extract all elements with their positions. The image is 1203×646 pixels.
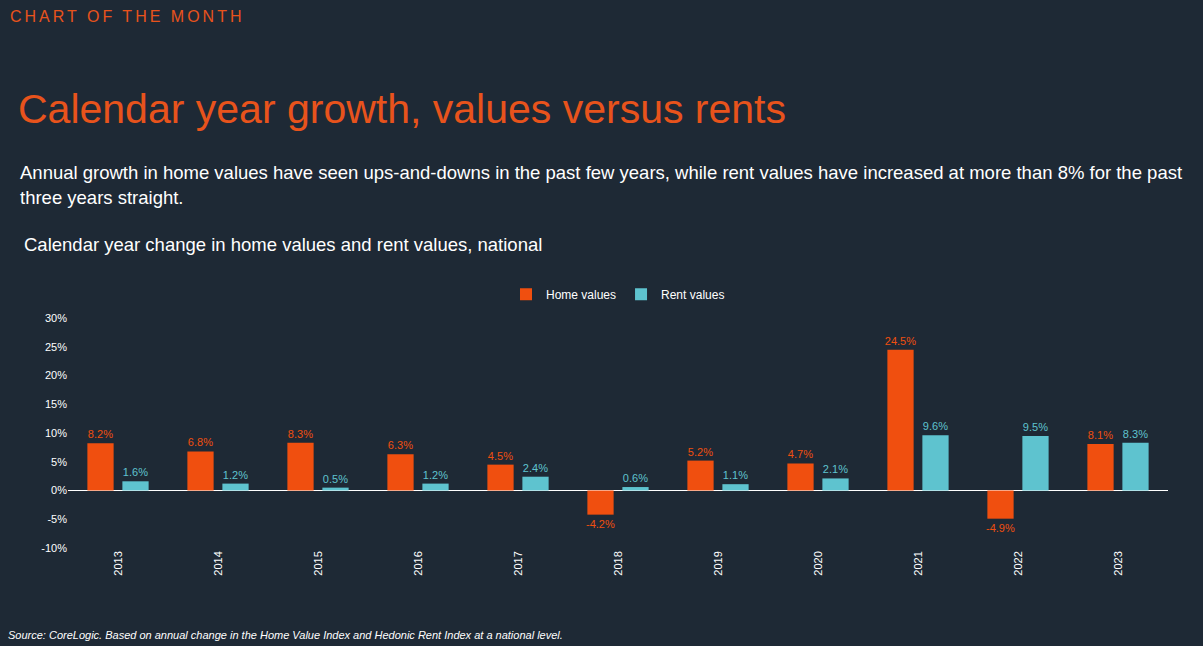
svg-text:2023: 2023 bbox=[1112, 551, 1124, 575]
svg-text:8.1%: 8.1% bbox=[1088, 429, 1113, 441]
svg-text:2018: 2018 bbox=[612, 551, 624, 575]
svg-text:0.5%: 0.5% bbox=[323, 473, 348, 485]
svg-text:-10%: -10% bbox=[41, 542, 67, 554]
svg-text:2016: 2016 bbox=[412, 551, 424, 575]
svg-text:0.6%: 0.6% bbox=[623, 472, 648, 484]
svg-text:2019: 2019 bbox=[712, 551, 724, 575]
html-text:Source: CoreLogic. Based on an: Source: CoreLogic. Based on annual chang… bbox=[8, 629, 563, 641]
svg-text:5.2%: 5.2% bbox=[688, 446, 713, 458]
html-text:Annual growth in home values h: Annual growth in home values have seen u… bbox=[20, 162, 1183, 208]
html-text:CHART OF THE MONTH: CHART OF THE MONTH bbox=[10, 8, 245, 25]
svg-text:30%: 30% bbox=[45, 312, 67, 324]
svg-text:Rent values: Rent values bbox=[661, 288, 724, 302]
svg-text:8.3%: 8.3% bbox=[288, 428, 313, 440]
svg-text:2014: 2014 bbox=[212, 551, 224, 575]
svg-text:15%: 15% bbox=[45, 398, 67, 410]
svg-text:Home values: Home values bbox=[546, 288, 616, 302]
svg-text:4.7%: 4.7% bbox=[788, 448, 813, 460]
svg-text:2015: 2015 bbox=[312, 551, 324, 575]
svg-text:2.1%: 2.1% bbox=[823, 463, 848, 475]
svg-text:-5%: -5% bbox=[47, 513, 67, 525]
svg-text:-4.2%: -4.2% bbox=[586, 518, 615, 530]
svg-text:-4.9%: -4.9% bbox=[986, 522, 1015, 534]
svg-text:8.3%: 8.3% bbox=[1123, 428, 1148, 440]
svg-text:1.2%: 1.2% bbox=[223, 469, 248, 481]
svg-text:2021: 2021 bbox=[912, 551, 924, 575]
svg-text:1.6%: 1.6% bbox=[123, 466, 148, 478]
svg-text:1.1%: 1.1% bbox=[723, 469, 748, 481]
html-text:Calendar year change in home v: Calendar year change in home values and … bbox=[24, 234, 543, 255]
svg-text:2017: 2017 bbox=[512, 551, 524, 575]
html-text:Calendar year growth, values v: Calendar year growth, values versus rent… bbox=[18, 86, 786, 132]
svg-text:0%: 0% bbox=[51, 484, 67, 496]
svg-text:2.4%: 2.4% bbox=[523, 462, 548, 474]
svg-text:6.8%: 6.8% bbox=[188, 436, 213, 448]
svg-text:5%: 5% bbox=[51, 456, 67, 468]
svg-text:25%: 25% bbox=[45, 341, 67, 353]
svg-text:6.3%: 6.3% bbox=[388, 439, 413, 451]
svg-text:20%: 20% bbox=[45, 369, 67, 381]
svg-text:9.6%: 9.6% bbox=[923, 420, 948, 432]
svg-text:2022: 2022 bbox=[1012, 551, 1024, 575]
svg-text:10%: 10% bbox=[45, 427, 67, 439]
svg-text:4.5%: 4.5% bbox=[488, 450, 513, 462]
svg-text:24.5%: 24.5% bbox=[885, 335, 916, 347]
svg-text:2020: 2020 bbox=[812, 551, 824, 575]
svg-text:9.5%: 9.5% bbox=[1023, 421, 1048, 433]
svg-text:2013: 2013 bbox=[112, 551, 124, 575]
svg-text:8.2%: 8.2% bbox=[88, 428, 113, 440]
svg-text:1.2%: 1.2% bbox=[423, 469, 448, 481]
